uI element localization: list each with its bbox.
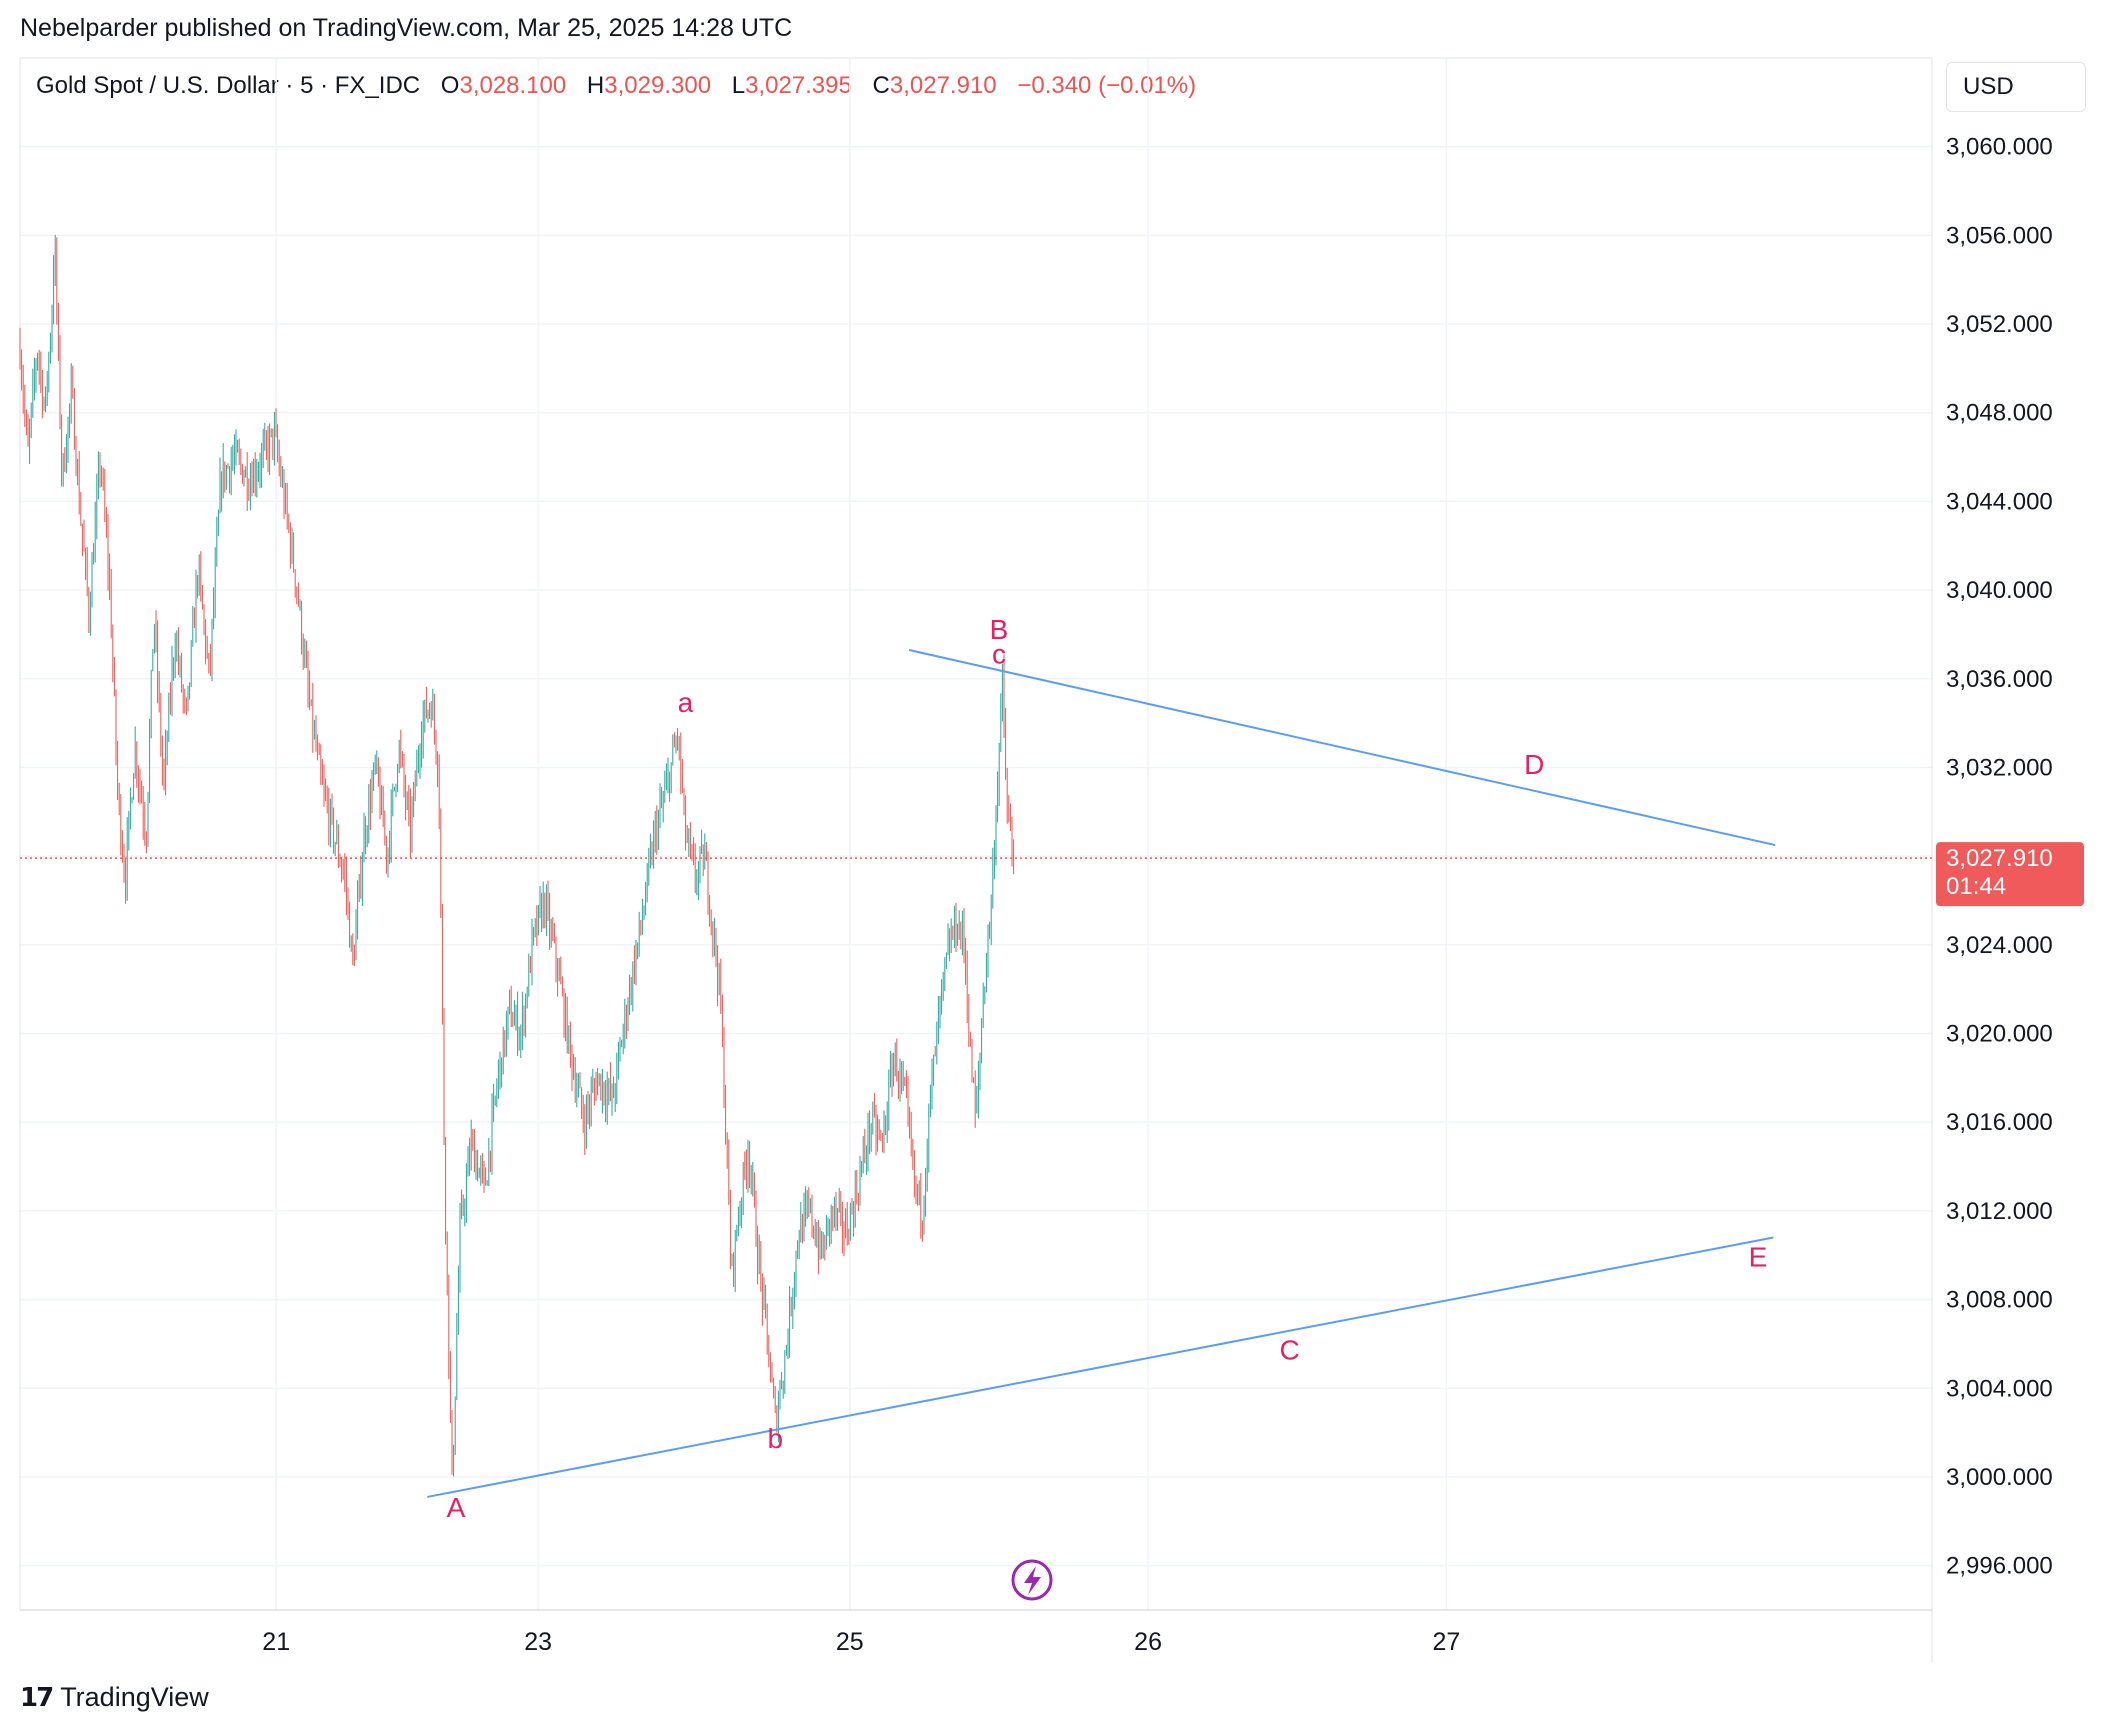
y-tick-label: 3,024.000 — [1946, 932, 2053, 959]
open-value: 3,028.100 — [459, 72, 567, 99]
currency-selector[interactable]: USD — [1946, 62, 2086, 112]
symbol-name[interactable]: Gold Spot / U.S. Dollar · 5 · FX_IDC — [36, 72, 421, 99]
low-label: L — [731, 72, 746, 99]
y-tick-label: 3,032.000 — [1946, 754, 2053, 781]
x-tick-label: 23 — [524, 1628, 552, 1656]
lightning-icon[interactable] — [1011, 1559, 1053, 1601]
low-value: 3,027.395 — [745, 72, 852, 99]
y-tick-label: 2,996.000 — [1946, 1553, 2053, 1580]
last-price-tag-value: 3,027.910 — [1946, 845, 2053, 872]
tradingview-logo-icon: 17 — [20, 1682, 54, 1713]
y-tick-label: 3,044.000 — [1946, 488, 2053, 515]
y-tick-label: 3,040.000 — [1946, 577, 2053, 604]
y-tick-label: 3,056.000 — [1946, 222, 2053, 249]
y-tick-label: 3,048.000 — [1946, 400, 2053, 427]
candles — [19, 234, 1015, 1477]
y-tick-label: 3,000.000 — [1946, 1464, 2053, 1491]
wave-label: b — [767, 1423, 783, 1454]
x-tick-label: 21 — [262, 1628, 290, 1656]
wave-label: C — [1279, 1334, 1299, 1365]
ohlc-legend: Gold Spot / U.S. Dollar · 5 · FX_IDC O3,… — [36, 72, 1196, 100]
open-label: O — [440, 72, 460, 99]
brand-name: TradingView — [60, 1682, 209, 1712]
y-tick-label: 3,020.000 — [1946, 1021, 2053, 1048]
y-tick-label: 3,052.000 — [1946, 311, 2053, 338]
high-label: H — [586, 72, 605, 99]
x-tick-label: 26 — [1134, 1628, 1162, 1656]
close-label: C — [872, 72, 890, 99]
change-value: −0.340 (−0.01%) — [1017, 72, 1197, 99]
last-price-tag: 3,027.910 01:44 — [1936, 842, 2084, 907]
y-tick-label: 3,008.000 — [1946, 1287, 2053, 1314]
chart-frame — [19, 57, 1933, 1611]
high-value: 3,029.300 — [604, 72, 712, 99]
y-tick-label: 3,036.000 — [1946, 666, 2053, 693]
x-tick-label: 25 — [836, 1628, 864, 1656]
trendline-upper[interactable] — [908, 649, 1776, 847]
tradingview-brand: 17 TradingView — [20, 1682, 209, 1713]
wave-label: D — [1524, 749, 1544, 780]
wave-label: E — [1749, 1241, 1768, 1272]
time-axis[interactable]: 21 23 25 26 27 — [262, 1628, 1460, 1656]
wave-labels: Aa b Bc C D E — [447, 614, 1768, 1523]
wave-label: a — [678, 687, 694, 718]
y-tick-label: 3,004.000 — [1946, 1375, 2053, 1402]
wave-label: A — [447, 1492, 466, 1523]
wave-label: B — [990, 614, 1009, 645]
trendline-lower[interactable] — [427, 1236, 1774, 1498]
grid — [20, 58, 1932, 1610]
wave-label: c — [992, 638, 1006, 669]
y-tick-label: 3,012.000 — [1946, 1198, 2053, 1225]
y-tick-label: 3,016.000 — [1946, 1109, 2053, 1136]
price-axis[interactable]: 2,996.000 3,000.000 3,004.000 3,008.000 3,01… — [1946, 134, 2053, 1580]
trendlines[interactable] — [427, 649, 1776, 1498]
close-value: 3,027.910 — [889, 72, 997, 99]
publisher-line: Nebelparder published on TradingView.com… — [20, 14, 793, 42]
y-tick-label: 3,060.000 — [1946, 134, 2053, 161]
last-price-tag-bg — [1936, 842, 2084, 907]
x-tick-label: 27 — [1432, 1628, 1460, 1656]
last-price-tag-countdown: 01:44 — [1946, 873, 2006, 900]
